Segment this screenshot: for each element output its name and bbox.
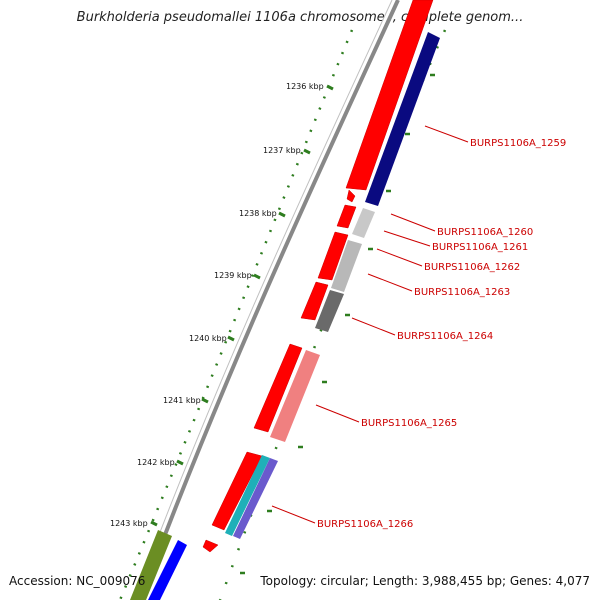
cds-feature (346, 189, 356, 203)
genome-summary-text: Topology: circular; Length: 3,988,455 bp… (260, 574, 590, 588)
ruler-label: 1239 kbp (214, 271, 252, 280)
ruler-label: 1238 kbp (239, 209, 277, 218)
backbone-arc (138, 0, 400, 600)
gene-label[interactable]: BURPS1106A_1260 (437, 227, 533, 238)
grey-feature-mid (331, 240, 362, 292)
ruler-tick (150, 520, 158, 527)
teal-feature (225, 455, 270, 536)
blue-feature (148, 540, 187, 600)
ruler-label: 1237 kbp (263, 146, 301, 155)
leader-line (383, 230, 431, 247)
gene-label[interactable]: BURPS1106A_1263 (414, 287, 510, 298)
ruler-tick (278, 211, 286, 218)
grey-feature-light (352, 208, 375, 238)
cds-feature (202, 539, 219, 553)
leader-line (351, 317, 396, 336)
grey-feature-dark (315, 290, 344, 332)
gene-label[interactable]: BURPS1106A_1262 (424, 262, 520, 273)
leader-line (367, 273, 413, 292)
leader-line (315, 404, 360, 423)
purple-feature (233, 458, 278, 539)
leader-line (376, 248, 423, 267)
outer-ticks (240, 73, 435, 575)
cds-feature (345, 0, 434, 191)
ruler-label: 1241 kbp (163, 396, 201, 405)
cds-feature (253, 343, 303, 433)
pink-feature (270, 350, 320, 442)
gene-label[interactable]: BURPS1106A_1266 (317, 519, 413, 530)
ruler-tick (176, 459, 184, 466)
cds-features (202, 0, 434, 553)
ruler-label: 1240 kbp (189, 334, 227, 343)
gene-label[interactable]: BURPS1106A_1265 (361, 418, 457, 429)
gene-label[interactable]: BURPS1106A_1261 (432, 242, 528, 253)
ruler-tick (201, 397, 209, 404)
ruler-tick (253, 273, 261, 280)
olive-feature (130, 530, 172, 600)
ruler-label: 1243 kbp (110, 519, 148, 528)
leader-line (424, 125, 469, 143)
ruler-tick (326, 84, 334, 91)
accession-text: Accession: NC_009076 (9, 574, 146, 588)
cds-feature (336, 204, 357, 229)
cds-feature (300, 281, 329, 321)
backbone-arc-inner (133, 0, 393, 600)
cds-feature (317, 231, 349, 281)
gene-label[interactable]: BURPS1106A_1259 (470, 138, 566, 149)
ruler-label: 1242 kbp (137, 458, 175, 467)
leader-line (271, 505, 316, 524)
navy-feature (365, 32, 440, 206)
ruler-tick (227, 335, 235, 342)
ruler-ticks (150, 84, 334, 527)
ruler-label: 1236 kbp (286, 82, 324, 91)
ruler-tick (303, 148, 311, 155)
label-leaders (271, 125, 469, 524)
cds-feature (211, 451, 263, 531)
gene-label[interactable]: BURPS1106A_1264 (397, 331, 493, 342)
leader-line (390, 213, 436, 232)
